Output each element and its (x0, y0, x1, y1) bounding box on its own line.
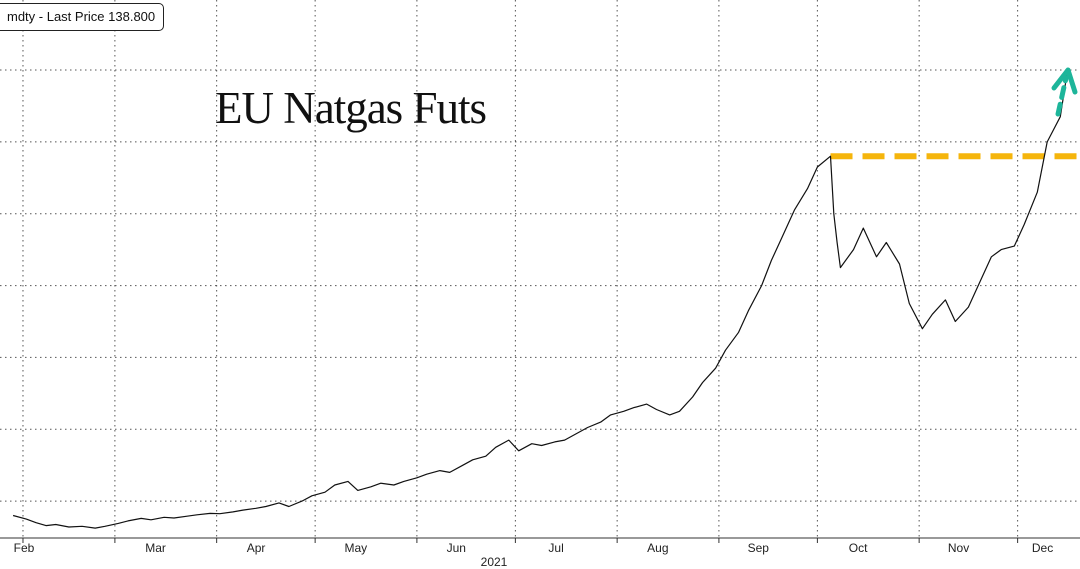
x-tick-label-jul: Jul (548, 541, 563, 555)
x-axis-year-label: 2021 (481, 555, 508, 569)
arrow-shaft (1055, 75, 1069, 117)
chart-annotation: EU Natgas Futs (215, 83, 487, 133)
x-tick-label-aug: Aug (647, 541, 668, 555)
x-tick-label-may: May (345, 541, 368, 555)
x-tick-label-feb: Feb (14, 541, 35, 555)
x-tick-label-sep: Sep (748, 541, 770, 555)
x-tick-label-jun: Jun (447, 541, 466, 555)
gridlines (0, 0, 1080, 538)
legend-box: mdty - Last Price 138.800 (0, 3, 165, 31)
x-axis: Feb Mar Apr May Jun Jul Aug Sep Oct Nov Dec (0, 537, 1080, 555)
x-tick-label-dec: Dec (1032, 541, 1053, 555)
legend-text: mdty - Last Price 138.800 (7, 9, 156, 24)
price-series (12, 74, 1068, 529)
up-arrow-icon (1051, 67, 1078, 117)
x-tick-label-nov: Nov (948, 541, 969, 555)
arrow-head (1051, 67, 1078, 95)
series-line (12, 74, 1068, 529)
x-tick-label-oct: Oct (849, 541, 868, 555)
x-tick-label-mar: Mar (145, 541, 166, 555)
x-tick-label-apr: Apr (247, 541, 266, 555)
